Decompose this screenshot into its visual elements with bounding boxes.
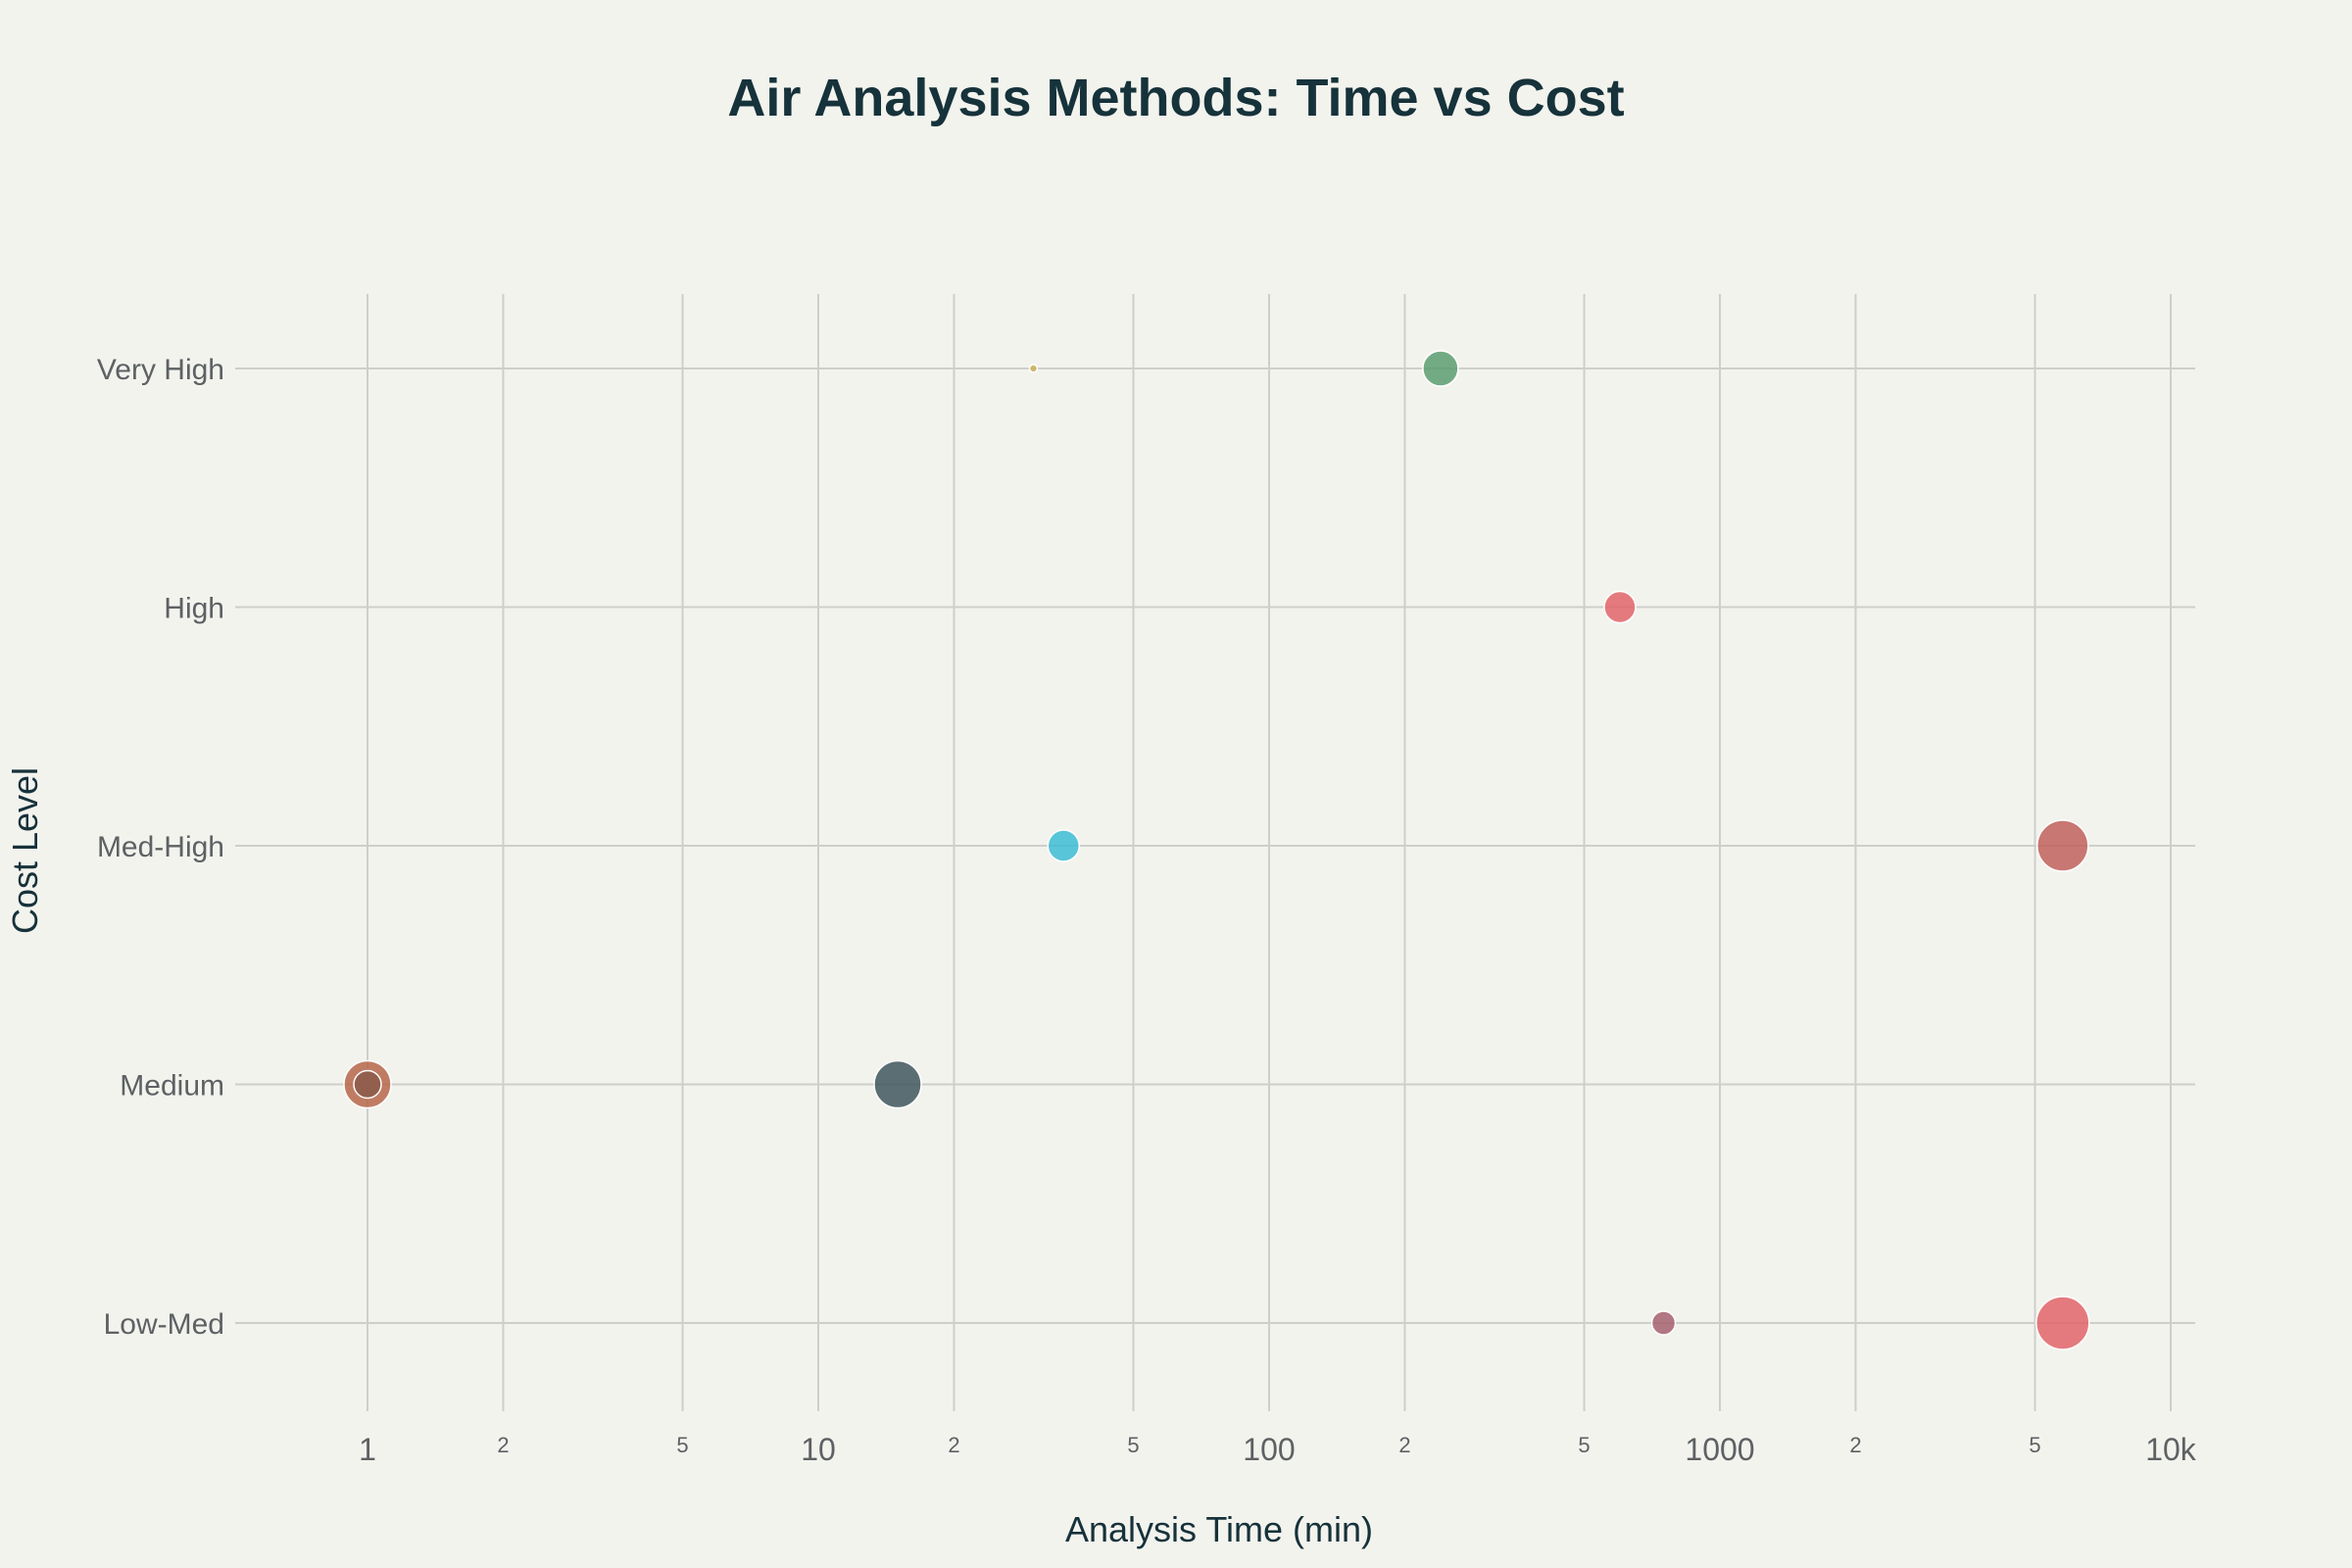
data-point-bubble[interactable] bbox=[1028, 364, 1039, 373]
x-tick-label: 10 bbox=[801, 1432, 836, 1467]
data-point-bubble[interactable] bbox=[1422, 350, 1459, 387]
y-axis-title: Cost Level bbox=[5, 767, 45, 934]
data-points bbox=[343, 350, 2090, 1350]
data-point-bubble[interactable] bbox=[353, 1069, 382, 1100]
x-tick-label: 5 bbox=[1578, 1433, 1590, 1457]
grid bbox=[235, 294, 2195, 1411]
data-point-bubble[interactable] bbox=[2036, 819, 2089, 872]
x-tick-label: 5 bbox=[2029, 1433, 2040, 1457]
data-point-bubble[interactable] bbox=[2035, 1296, 2090, 1350]
y-tick-label: Med-High bbox=[97, 831, 224, 863]
x-tick-label: 5 bbox=[676, 1433, 688, 1457]
data-point-bubble[interactable] bbox=[1603, 590, 1637, 624]
x-tick-label: 2 bbox=[948, 1433, 959, 1457]
x-axis-ticks: 1 10 100 1000 10k 2 5 2 5 2 5 2 5 bbox=[359, 1432, 2197, 1467]
x-tick-label: 10k bbox=[2145, 1432, 2197, 1467]
x-tick-label: 1 bbox=[359, 1432, 376, 1467]
x-tick-label: 1000 bbox=[1685, 1432, 1754, 1467]
data-point-bubble[interactable] bbox=[1650, 1310, 1677, 1336]
x-tick-label: 2 bbox=[1398, 1433, 1410, 1457]
y-tick-label: Very High bbox=[97, 354, 224, 386]
x-axis-title: Analysis Time (min) bbox=[1065, 1509, 1373, 1549]
x-tick-label: 2 bbox=[1849, 1433, 1861, 1457]
x-tick-label: 5 bbox=[1127, 1433, 1139, 1457]
x-tick-label: 100 bbox=[1243, 1432, 1295, 1467]
data-point-bubble[interactable] bbox=[873, 1059, 922, 1109]
y-tick-label: Medium bbox=[120, 1070, 224, 1102]
y-tick-label: Low-Med bbox=[104, 1308, 224, 1341]
chart-title: Air Analysis Methods: Time vs Cost bbox=[727, 69, 1624, 127]
y-axis-ticks: Low-Med Medium Med-High High Very High bbox=[97, 354, 224, 1341]
x-tick-label: 2 bbox=[497, 1433, 509, 1457]
y-tick-label: High bbox=[164, 593, 224, 625]
data-point-bubble[interactable] bbox=[1047, 829, 1081, 862]
